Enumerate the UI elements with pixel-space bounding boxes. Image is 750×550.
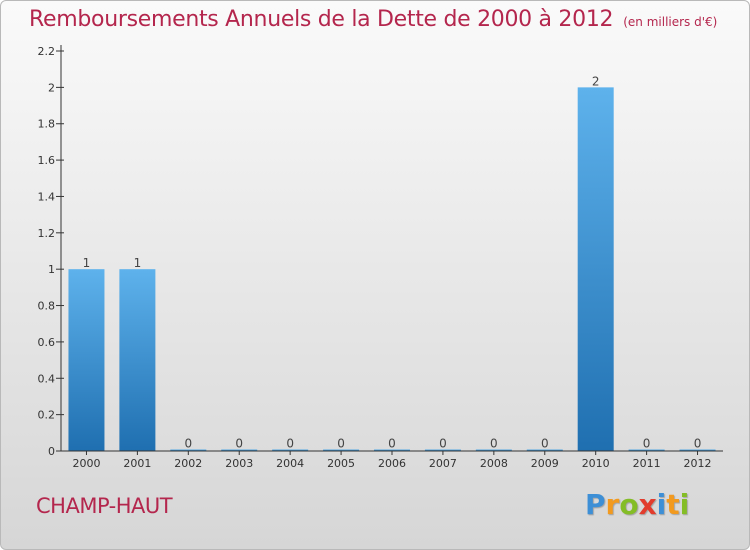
x-tick-label: 2002 xyxy=(174,457,202,470)
y-tick-label: 0.2 xyxy=(38,409,56,422)
bar xyxy=(526,449,563,451)
y-tick-label: 1.4 xyxy=(38,190,56,203)
data-label: 1 xyxy=(83,256,91,270)
bar xyxy=(374,449,410,451)
bar xyxy=(272,449,309,451)
y-tick-label: 1.8 xyxy=(38,118,56,131)
y-tick-label: 0.6 xyxy=(38,336,56,349)
y-tick-label: 2.2 xyxy=(38,45,56,58)
x-tick-label: 2008 xyxy=(480,457,508,470)
y-tick-label: 0 xyxy=(48,445,55,458)
data-label: 0 xyxy=(439,437,447,451)
data-label: 0 xyxy=(184,437,192,451)
logo-letter: t xyxy=(666,488,680,521)
logo-letter: i xyxy=(656,488,667,521)
bar xyxy=(424,449,461,451)
x-tick-label: 2006 xyxy=(378,457,406,470)
x-tick-label: 2003 xyxy=(225,457,253,470)
bar xyxy=(679,449,716,451)
bar xyxy=(577,87,614,451)
data-label: 0 xyxy=(286,437,294,451)
y-tick-label: 1.2 xyxy=(38,227,56,240)
data-label: 2 xyxy=(592,74,600,88)
data-label: 1 xyxy=(134,256,142,270)
data-label: 0 xyxy=(337,437,345,451)
chart-title-text: Remboursements Annuels de la Dette de 20… xyxy=(29,7,614,32)
data-label: 0 xyxy=(490,437,498,451)
x-tick-label: 2009 xyxy=(531,457,559,470)
x-tick-label: 2011 xyxy=(633,457,661,470)
logo-letter: o xyxy=(619,488,639,521)
bar xyxy=(475,449,512,451)
logo-letter: i xyxy=(679,488,690,521)
proxiti-logo: Proxiti xyxy=(585,488,689,521)
data-label: 0 xyxy=(235,437,243,451)
y-tick-label: 2 xyxy=(48,81,55,94)
x-tick-label: 2000 xyxy=(72,457,100,470)
y-tick-label: 0.8 xyxy=(38,300,56,313)
place-name: CHAMP-HAUT xyxy=(36,494,173,518)
x-tick-label: 2001 xyxy=(123,457,151,470)
logo-letter: x xyxy=(638,488,657,521)
y-tick-label: 1 xyxy=(48,263,55,276)
bar xyxy=(221,449,258,451)
x-tick-label: 2007 xyxy=(429,457,457,470)
chart-title: Remboursements Annuels de la Dette de 20… xyxy=(29,7,717,32)
bar xyxy=(119,269,156,451)
y-tick-label: 1.6 xyxy=(38,154,56,167)
logo-letter: r xyxy=(605,488,620,521)
x-tick-label: 2012 xyxy=(684,457,712,470)
bar xyxy=(170,449,207,451)
bar xyxy=(628,449,665,451)
data-label: 0 xyxy=(643,437,651,451)
x-tick-label: 2010 xyxy=(582,457,610,470)
logo-letter: P xyxy=(585,488,606,521)
bar xyxy=(68,269,105,451)
x-tick-label: 2005 xyxy=(327,457,355,470)
unit-note: (en milliers d'€) xyxy=(623,15,718,29)
bar xyxy=(323,449,360,451)
data-label: 0 xyxy=(388,437,396,451)
data-label: 0 xyxy=(541,437,549,451)
x-tick-label: 2004 xyxy=(276,457,304,470)
y-tick-label: 0.4 xyxy=(38,372,56,385)
data-label: 0 xyxy=(694,437,702,451)
